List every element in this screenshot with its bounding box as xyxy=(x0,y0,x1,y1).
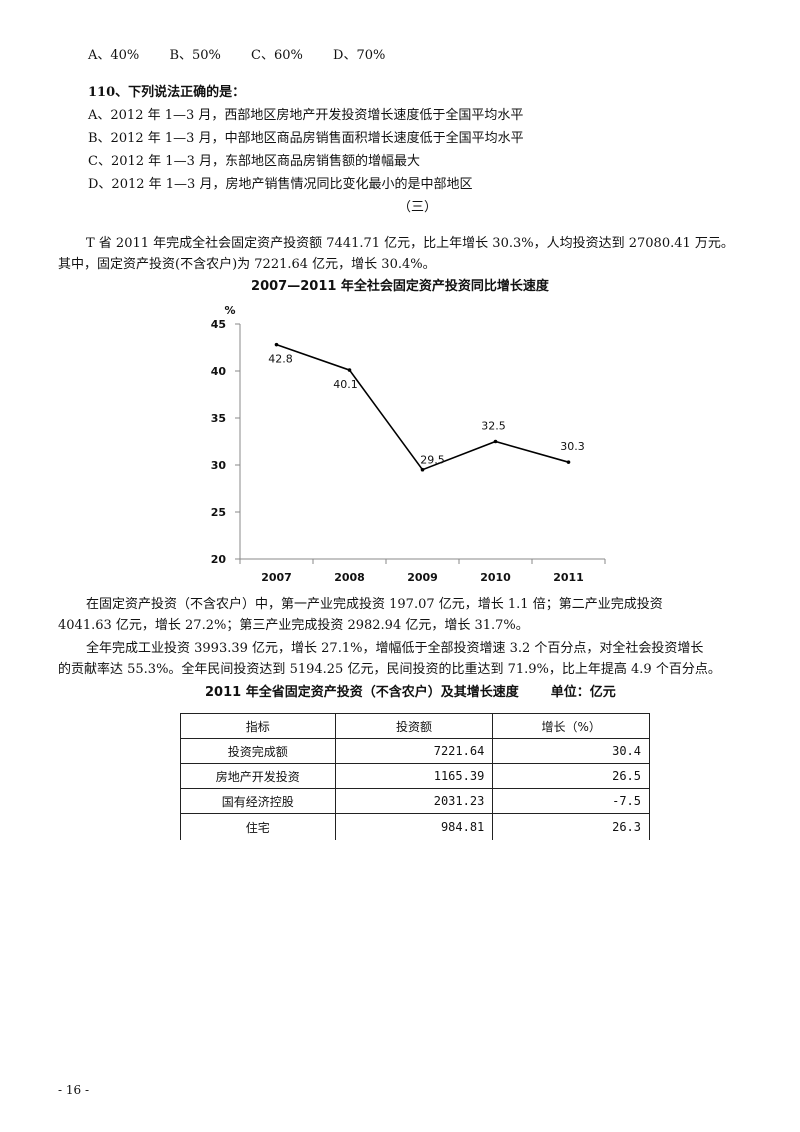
table-row: 国有经济控股 2031.23 -7.5 xyxy=(180,788,650,814)
table-header-indicator: 指标 xyxy=(180,713,336,739)
page-number: - 16 - xyxy=(58,1083,90,1097)
x-tick-label: 2007 xyxy=(261,571,292,584)
data-point xyxy=(566,460,571,464)
data-point xyxy=(274,342,279,347)
data-label: 30.3 xyxy=(560,440,585,453)
para2-line1: 在固定资产投资（不含农户）中，第一产业完成投资 197.07 亿元，增长 1.1… xyxy=(86,597,663,612)
y-tick-label: 25 xyxy=(211,506,226,519)
data-point xyxy=(493,439,498,444)
y-tick-label: 45 xyxy=(211,318,226,331)
table-cell-growth: -7.5 xyxy=(492,788,650,814)
table-row: 住宅 984.81 26.3 xyxy=(180,813,650,840)
y-tick-label: 30 xyxy=(211,459,227,472)
table-cell-amount: 2031.23 xyxy=(334,788,494,814)
table-cell-growth: 30.4 xyxy=(492,738,650,764)
table-title-text: 2011 年全省固定资产投资（不含农户）及其增长速度 xyxy=(205,685,519,700)
y-tick-label: 35 xyxy=(211,412,226,425)
table-cell-amount: 984.81 xyxy=(334,813,494,840)
table-cell-amount: 7221.64 xyxy=(334,738,494,764)
para2-line2: 4041.63 亿元，增长 27.2%；第三产业完成投资 2982.94 亿元，… xyxy=(58,618,529,633)
q110-option-a: A、2012 年 1—3 月，西部地区房地产开发投资增长速度低于全国平均水平 xyxy=(88,108,524,123)
q109-option-a: A、40% xyxy=(88,48,140,63)
para1-line2: 其中，固定资产投资(不含农户)为 7221.64 亿元，增长 30.4%。 xyxy=(58,257,436,272)
q110-option-c: C、2012 年 1—3 月，东部地区商品房销售额的增幅最大 xyxy=(88,154,420,169)
series-line xyxy=(276,343,569,471)
section-title: （三） xyxy=(398,200,438,215)
investment-table: 指标 投资额 增长（%） 投资完成额 7221.64 30.4 房地产开发投资 … xyxy=(180,713,650,840)
y-tick-label: 40 xyxy=(211,365,227,378)
table-cell-growth: 26.5 xyxy=(492,763,650,789)
growth-line-chart: 45 40 35 30 25 20% 2007 2008 2009 2010 2011 42.8 40.… xyxy=(211,304,606,584)
q110-stem: 110、下列说法正确的是： xyxy=(88,85,246,100)
table-unit: 单位：亿元 xyxy=(550,685,616,700)
table-header-amount: 投资额 xyxy=(334,713,494,739)
x-tick-label: 2009 xyxy=(407,571,438,584)
table-cell-indicator: 房地产开发投资 xyxy=(180,763,336,789)
table-cell-amount: 1165.39 xyxy=(334,763,494,789)
table-cell-indicator: 投资完成额 xyxy=(180,738,336,764)
q109-option-c: C、60% xyxy=(251,48,303,63)
q110-option-d: D、2012 年 1—3 月，房地产销售情况同比变化最小的是中部地区 xyxy=(88,177,473,192)
table-header-row: 指标 投资额 增长（%） xyxy=(180,713,650,739)
q110-option-b: B、2012 年 1—3 月，中部地区商品房销售面积增长速度低于全国平均水平 xyxy=(88,131,524,146)
table-row: 房地产开发投资 1165.39 26.5 xyxy=(180,763,650,789)
data-label: 32.5 xyxy=(481,420,506,433)
data-label: 42.8 xyxy=(268,353,293,366)
table-cell-indicator: 住宅 xyxy=(180,813,336,840)
para3-line2: 的贡献率达 55.3%。全年民间投资达到 5194.25 亿元，民间投资的比重达… xyxy=(58,662,721,677)
q109-option-d: D、70% xyxy=(333,48,386,63)
data-label: 40.1 xyxy=(333,378,358,391)
table-cell-indicator: 国有经济控股 xyxy=(180,788,336,814)
q109-option-b: B、50% xyxy=(169,48,221,63)
x-tick-label: 2011 xyxy=(553,571,584,584)
table-title: 2011 年全省固定资产投资（不含农户）及其增长速度 单位：亿元 xyxy=(205,684,616,702)
table-cell-growth: 26.3 xyxy=(492,813,650,840)
para3-line1: 全年完成工业投资 3993.39 亿元，增长 27.1%，增幅低于全部投资增速 … xyxy=(86,641,704,656)
table-header-growth: 增长（%） xyxy=(492,713,650,739)
data-point xyxy=(347,368,352,372)
x-tick-label: 2010 xyxy=(480,571,511,584)
y-axis-unit-label: % xyxy=(224,304,235,317)
x-tick-label: 2008 xyxy=(334,571,365,584)
para1-line1: T 省 2011 年完成全社会固定资产投资额 7441.71 亿元，比上年增长 … xyxy=(86,236,734,251)
data-label: 29.5 xyxy=(420,454,445,467)
table-row: 投资完成额 7221.64 30.4 xyxy=(180,738,650,764)
y-tick-label: 20 xyxy=(211,553,227,566)
q109-options: A、40% B、50% C、60% D、70% xyxy=(88,47,411,65)
chart-title: 2007—2011 年全社会固定资产投资同比增长速度 xyxy=(251,279,549,294)
data-point xyxy=(420,467,425,472)
